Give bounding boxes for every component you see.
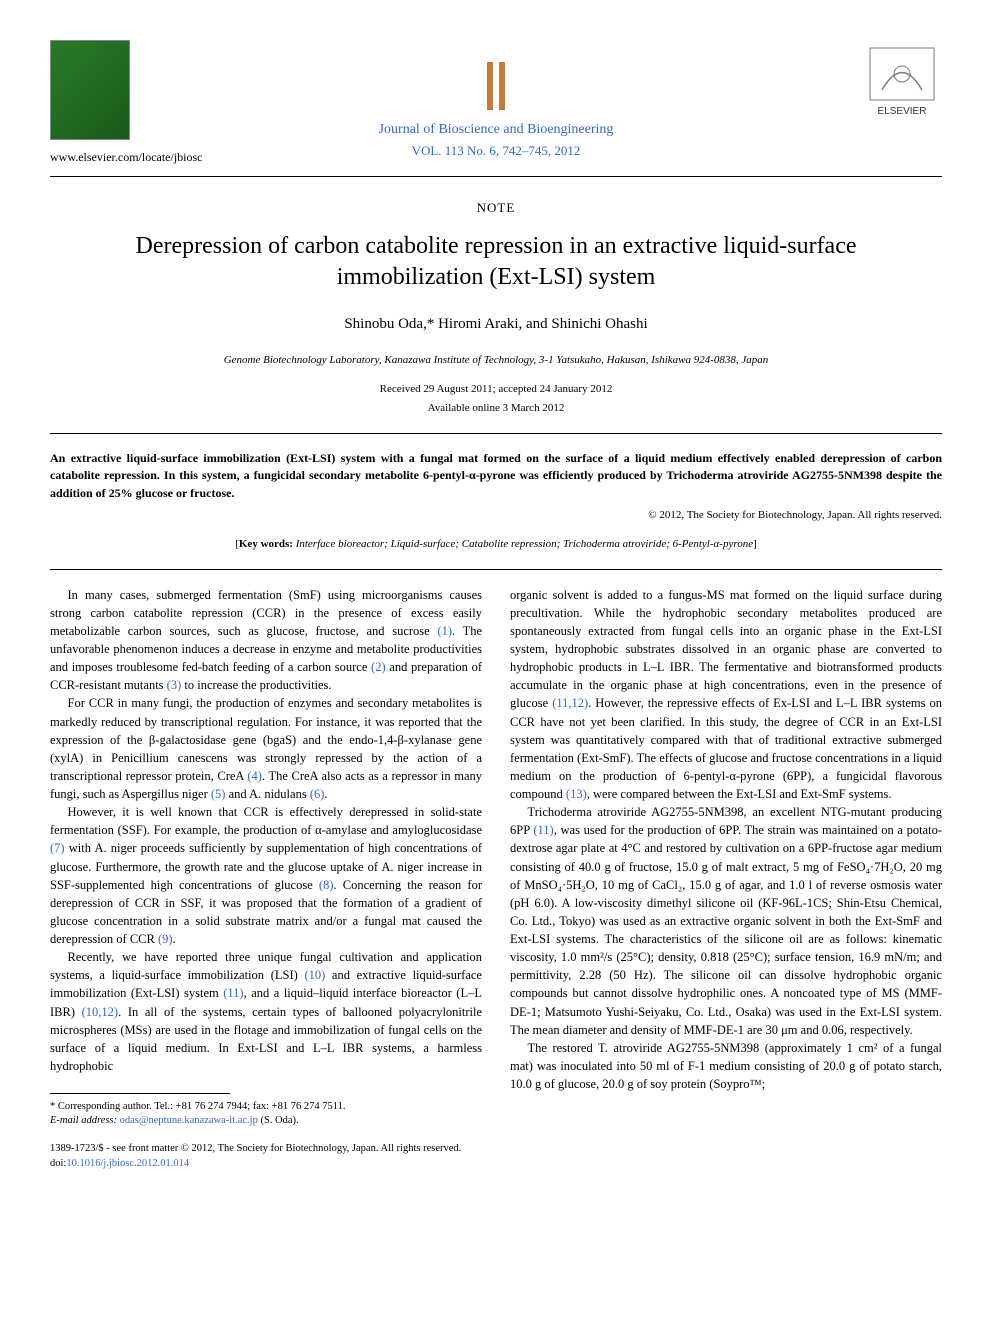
journal-cover-icon [50, 40, 130, 140]
ref-link[interactable]: (3) [167, 678, 182, 692]
keywords-line: [Key words: Interface bioreactor; Liquid… [50, 537, 942, 552]
ref-link[interactable]: (10) [304, 968, 325, 982]
authors: Shinobu Oda,* Hiromi Araki, and Shinichi… [50, 314, 942, 335]
email-who: (S. Oda). [260, 1115, 298, 1126]
ref-link[interactable]: (5) [211, 787, 226, 801]
paragraph: In many cases, submerged fermentation (S… [50, 586, 482, 695]
body-columns: In many cases, submerged fermentation (S… [50, 586, 942, 1129]
paragraph: Trichoderma atroviride AG2755-5NM398, an… [510, 803, 942, 1039]
paragraph: However, it is well known that CCR is ef… [50, 803, 482, 948]
page-header: www.elsevier.com/locate/jbiosc Journal o… [50, 40, 942, 166]
paragraph: For CCR in many fungi, the production of… [50, 694, 482, 803]
ref-link[interactable]: (11) [533, 823, 553, 837]
abstract-text: An extractive liquid-surface immobilizat… [50, 451, 942, 500]
doi-link[interactable]: 10.1016/j.jbiosc.2012.01.014 [66, 1158, 189, 1169]
email-label: E-mail address: [50, 1115, 117, 1126]
journal-title: Journal of Bioscience and Bioengineering [170, 120, 822, 140]
ref-link[interactable]: (2) [371, 660, 386, 674]
ref-link[interactable]: (7) [50, 841, 65, 855]
paragraph: Recently, we have reported three unique … [50, 948, 482, 1075]
ref-link[interactable]: (13) [566, 787, 587, 801]
journal-volume: VOL. 113 No. 6, 742–745, 2012 [170, 142, 822, 160]
ref-link[interactable]: (4) [247, 769, 262, 783]
ref-link[interactable]: (11) [223, 986, 243, 1000]
received-accepted-date: Received 29 August 2011; accepted 24 Jan… [50, 382, 942, 397]
footnote-rule [50, 1093, 230, 1094]
elsevier-logo-icon: ELSEVIER [862, 40, 942, 120]
keywords-text: Interface bioreactor; Liquid-surface; Ca… [296, 538, 753, 550]
online-date: Available online 3 March 2012 [50, 401, 942, 416]
article-title: Derepression of carbon catabolite repres… [50, 231, 942, 293]
ref-link[interactable]: (6) [310, 787, 325, 801]
abstract: An extractive liquid-surface immobilizat… [50, 450, 942, 502]
article-type-label: NOTE [50, 199, 942, 217]
ref-link[interactable]: (1) [437, 624, 452, 638]
ref-link[interactable]: (11,12) [552, 696, 588, 710]
corr-author-text: * Corresponding author. Tel.: +81 76 274… [50, 1101, 345, 1112]
journal-logo-icon [473, 58, 519, 114]
column-right: organic solvent is added to a fungus-MS … [510, 586, 942, 1129]
doi-label: doi: [50, 1158, 66, 1169]
abstract-top-rule [50, 433, 942, 434]
header-left: www.elsevier.com/locate/jbiosc [50, 40, 170, 166]
keywords-label: Key words: [239, 538, 293, 550]
issn-line: 1389-1723/$ - see front matter © 2012, T… [50, 1143, 461, 1154]
corresponding-author-note: * Corresponding author. Tel.: +81 76 274… [50, 1100, 482, 1128]
header-center: Journal of Bioscience and Bioengineering… [170, 40, 822, 160]
abstract-bottom-rule [50, 569, 942, 570]
site-url: www.elsevier.com/locate/jbiosc [50, 149, 170, 166]
paragraph: The restored T. atroviride AG2755-5NM398… [510, 1039, 942, 1093]
email-link[interactable]: odas@neptune.kanazawa-it.ac.jp [120, 1115, 258, 1126]
header-rule [50, 176, 942, 177]
svg-text:ELSEVIER: ELSEVIER [878, 106, 927, 117]
affiliation: Genome Biotechnology Laboratory, Kanazaw… [50, 353, 942, 368]
ref-link[interactable]: (9) [158, 932, 173, 946]
ref-link[interactable]: (8) [319, 878, 334, 892]
column-left: In many cases, submerged fermentation (S… [50, 586, 482, 1129]
ref-link[interactable]: (10,12) [82, 1005, 118, 1019]
bottom-metadata: 1389-1723/$ - see front matter © 2012, T… [50, 1142, 942, 1170]
copyright-line: © 2012, The Society for Biotechnology, J… [50, 508, 942, 523]
header-right: ELSEVIER [822, 40, 942, 125]
paragraph: organic solvent is added to a fungus-MS … [510, 586, 942, 804]
